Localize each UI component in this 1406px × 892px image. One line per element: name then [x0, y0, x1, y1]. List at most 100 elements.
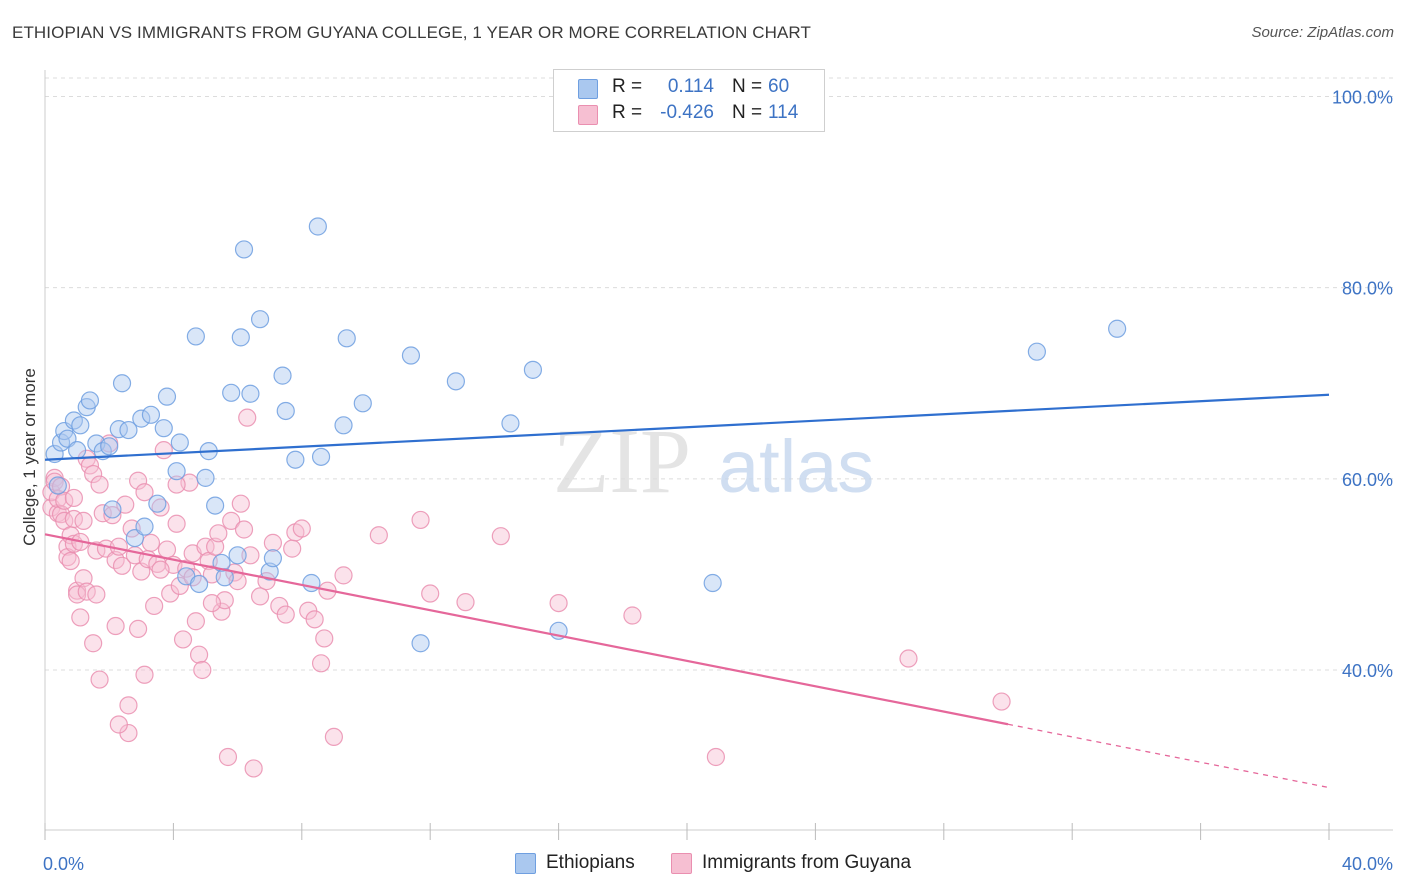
y-axis-label: College, 1 year or more [20, 368, 39, 546]
ethiopian-point [154, 419, 173, 438]
ethiopian-point [67, 441, 87, 460]
ethiopian-point [109, 420, 128, 439]
legend-swatch-pink [578, 105, 598, 125]
legend: R = 0.114 N = 60 R = -0.426 N = 114 [553, 69, 825, 132]
ethiopian-point [446, 372, 465, 391]
guyana-point [161, 584, 180, 603]
guyana-point [64, 488, 83, 508]
ethiopian-point [132, 409, 151, 428]
y-tick-labels: 40.0% 60.0% 80.0% 100.0% [1332, 88, 1393, 682]
guyana-point [193, 660, 212, 680]
ethiopian-point [206, 496, 225, 515]
guyana-point [74, 511, 93, 530]
ethiopian-point [311, 447, 331, 466]
guyana-point [106, 616, 125, 636]
guyana-point [549, 593, 568, 613]
guyana-point [369, 526, 388, 545]
guyana-point [186, 612, 205, 631]
bottom-legend: Ethiopians Immigrants from Guyana [0, 852, 1406, 878]
ethiopian-point [234, 240, 254, 259]
guyana-point [154, 441, 173, 460]
y-tick-label: 80.0% [1342, 279, 1393, 299]
guyana-point [84, 464, 103, 484]
guyana-point [222, 511, 241, 530]
legend-r-label: R = [612, 102, 643, 123]
axes [44, 70, 1393, 831]
guyana-point [276, 605, 295, 624]
guyana-point [324, 727, 343, 747]
guyana-point [173, 630, 193, 649]
guyana-point [141, 533, 161, 552]
y-tick-label: 60.0% [1342, 470, 1393, 490]
bottom-legend-label: Ethiopians [546, 852, 635, 873]
guyana-point [183, 568, 202, 587]
watermark-atlas: atlas [718, 425, 874, 508]
legend-r-value: -0.426 [660, 102, 714, 123]
guyana-point [209, 524, 228, 543]
guyana-point [109, 715, 128, 734]
guyana-point [128, 471, 148, 490]
chart-title: ETHIOPIAN VS IMMIGRANTS FROM GUYANA COLL… [12, 23, 811, 42]
trend-lines [44, 393, 1330, 789]
guyana-point [135, 483, 154, 502]
guyana-point [706, 747, 725, 767]
ethiopian-point [157, 387, 177, 406]
ethiopian-point [401, 346, 421, 365]
guyana-point [238, 408, 257, 427]
ethiopian-point [103, 500, 122, 519]
ethiopian-point [1108, 319, 1127, 338]
ethiopian-point [263, 549, 283, 568]
guyana-point [90, 670, 109, 689]
guyana-point [196, 537, 215, 556]
legend-r-value: 0.114 [667, 76, 714, 97]
guyana-point [456, 593, 475, 612]
ethiopian-point [1027, 342, 1046, 361]
guyana-point [167, 514, 186, 533]
ethiopian-point [112, 374, 132, 393]
ethiopian-point [250, 310, 270, 329]
ethiopian-trend-line [44, 393, 1330, 461]
guyana-point [231, 494, 250, 513]
guyana-point [992, 692, 1011, 711]
legend-swatch-blue [578, 79, 598, 99]
guyana-point [263, 533, 283, 552]
watermark: ZIP atlas [553, 410, 874, 512]
guyana-point [61, 551, 80, 571]
ethiopian-point [703, 573, 722, 593]
ethiopian-point [501, 414, 520, 433]
guyana-point [90, 475, 109, 494]
guyana-point [135, 665, 154, 684]
guyana-point [112, 556, 132, 575]
ethiopian-point [276, 401, 295, 421]
ethiopian-point [80, 391, 100, 410]
guyana-point [84, 634, 103, 653]
ethiopian-point [148, 494, 167, 513]
source-credit: Source: ZipAtlas.com [1251, 24, 1394, 41]
guyana-point [311, 654, 331, 673]
guyana-point [241, 546, 260, 565]
guyana-point [244, 759, 263, 778]
legend-r-label: R = [612, 76, 643, 97]
ethiopian-point [337, 329, 356, 348]
ethiopian-point [100, 437, 119, 456]
y-tick-label: 40.0% [1342, 661, 1393, 681]
ethiopian-point [170, 433, 189, 452]
ethiopian-point [186, 327, 205, 346]
ethiopian-point [334, 416, 353, 435]
guyana-point [170, 576, 189, 595]
guyana-point [128, 619, 148, 638]
ethiopian-point [135, 517, 154, 536]
ethiopian-point [273, 366, 292, 385]
guyana-point [421, 584, 440, 603]
ethiopian-point [48, 476, 67, 495]
ethiopian-point [222, 383, 241, 402]
ethiopian-point [167, 462, 186, 481]
ethiopian-point [71, 416, 90, 435]
legend-row-guyana: R = -0.426 N = 114 [554, 102, 824, 128]
guyana-point [283, 539, 302, 558]
guyana-trend-line-extension [1007, 723, 1330, 789]
ethiopian-point [231, 328, 250, 347]
guyana-point [42, 483, 61, 502]
ethiopian-point [189, 574, 209, 594]
